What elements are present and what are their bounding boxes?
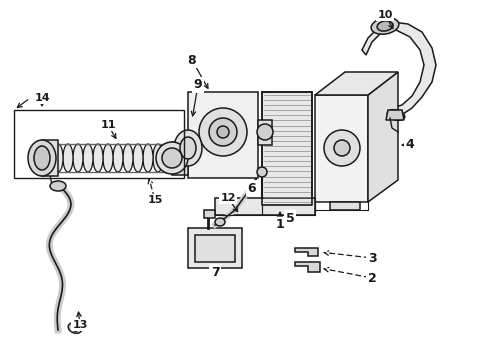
- Text: 15: 15: [147, 195, 163, 205]
- Polygon shape: [195, 235, 235, 262]
- Ellipse shape: [93, 144, 103, 172]
- Polygon shape: [330, 202, 360, 210]
- Ellipse shape: [217, 126, 229, 138]
- Text: 6: 6: [247, 181, 256, 194]
- Ellipse shape: [34, 146, 50, 170]
- Text: 8: 8: [188, 54, 196, 67]
- Polygon shape: [262, 92, 312, 205]
- Ellipse shape: [68, 323, 82, 333]
- Ellipse shape: [324, 130, 360, 166]
- Ellipse shape: [174, 130, 202, 166]
- Text: 13: 13: [73, 320, 88, 330]
- Ellipse shape: [83, 144, 93, 172]
- Text: 9: 9: [194, 78, 202, 91]
- Polygon shape: [295, 262, 320, 272]
- Ellipse shape: [53, 144, 63, 172]
- Polygon shape: [368, 72, 398, 202]
- Ellipse shape: [215, 218, 225, 226]
- Polygon shape: [386, 110, 404, 120]
- Ellipse shape: [334, 140, 350, 156]
- Ellipse shape: [387, 110, 405, 120]
- Polygon shape: [315, 95, 368, 202]
- Ellipse shape: [199, 108, 247, 156]
- Ellipse shape: [377, 21, 393, 31]
- Polygon shape: [188, 228, 242, 268]
- Text: 11: 11: [100, 120, 116, 130]
- Ellipse shape: [143, 144, 153, 172]
- Ellipse shape: [180, 137, 196, 159]
- Polygon shape: [172, 142, 188, 175]
- Ellipse shape: [123, 144, 133, 172]
- Text: 4: 4: [406, 139, 415, 152]
- Ellipse shape: [28, 140, 56, 176]
- Text: 10: 10: [377, 10, 392, 20]
- Polygon shape: [188, 92, 258, 178]
- Text: 5: 5: [286, 211, 294, 225]
- Polygon shape: [42, 140, 58, 176]
- Polygon shape: [258, 120, 272, 145]
- Polygon shape: [204, 210, 215, 218]
- Ellipse shape: [50, 181, 66, 191]
- Text: 1: 1: [275, 219, 284, 231]
- Ellipse shape: [156, 142, 188, 174]
- Text: 7: 7: [211, 266, 220, 279]
- Polygon shape: [295, 248, 318, 256]
- Ellipse shape: [103, 144, 113, 172]
- Polygon shape: [315, 72, 398, 95]
- Ellipse shape: [209, 118, 237, 146]
- Ellipse shape: [371, 18, 399, 34]
- Text: 3: 3: [368, 252, 376, 265]
- Polygon shape: [215, 198, 315, 215]
- Ellipse shape: [73, 144, 83, 172]
- Text: 12: 12: [220, 193, 236, 203]
- Text: 14: 14: [34, 93, 50, 103]
- Ellipse shape: [133, 144, 143, 172]
- Ellipse shape: [257, 167, 267, 177]
- Ellipse shape: [257, 124, 273, 140]
- Ellipse shape: [153, 144, 163, 172]
- Polygon shape: [362, 22, 436, 118]
- Ellipse shape: [63, 144, 73, 172]
- Text: 2: 2: [368, 271, 376, 284]
- Ellipse shape: [113, 144, 123, 172]
- Bar: [14, 110, 184, 178]
- Ellipse shape: [162, 148, 182, 168]
